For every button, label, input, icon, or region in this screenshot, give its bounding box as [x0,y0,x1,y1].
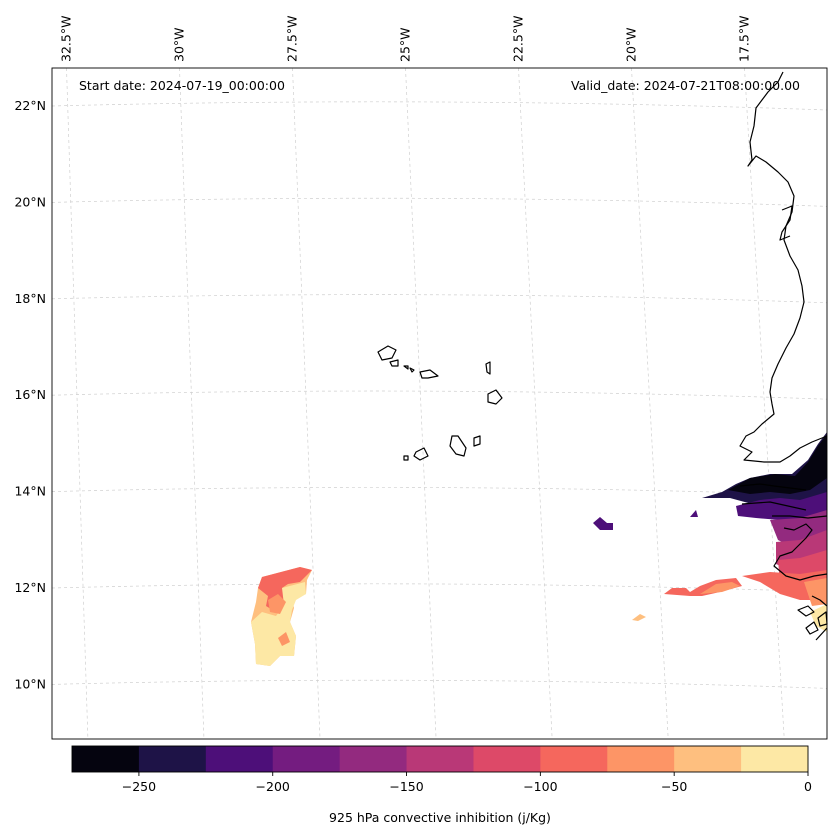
colorbar-swatch [473,746,541,772]
colorbar-swatch [540,746,608,772]
island-boa-vista [487,389,503,405]
longitude-tick-label: 30°W [172,27,187,62]
coastlines [377,71,828,641]
colorbar-outline [71,745,809,773]
colorbar-ticks: −250 −200 −150 −100 −50 0 [122,772,812,794]
guinea-bissau-coast [773,523,828,581]
colorbar-tick-label: 0 [804,779,812,794]
cin-band-south-light [700,582,740,594]
cin-spot-small [690,510,698,517]
cin-west-patch-inner [268,594,286,614]
map-panel [51,67,828,740]
colorbar-swatch [272,746,341,772]
colorbar-tick-label: −150 [389,779,423,794]
island-fogo [413,447,429,461]
colorbar-tick-label: −250 [122,779,156,794]
cin-band-south [664,578,742,596]
island-sal [485,361,491,375]
island-sao-vicente [389,359,399,367]
longitude-tick-label: 32.5°W [59,16,74,62]
longitude-tick-label: 17.5°W [737,16,752,62]
latitude-tick-label: 14°N [14,484,46,499]
colorbar-swatch [741,746,809,772]
senegal-gambia-border [739,483,807,491]
latitude-tick-label: 12°N [14,580,46,595]
cin-west-patch-light [251,582,306,666]
cin-east-dark [702,432,827,514]
cin-east-coral [804,578,827,606]
longitude-tick-label: 20°W [624,27,639,62]
colorbar-swatch [406,746,474,772]
gambia-border [741,501,807,511]
meridian-gridline [179,67,205,740]
colorbar-swatch [607,746,675,772]
cin-field [251,432,827,666]
cin-east-orange [742,570,827,600]
colorbar-swatch [205,746,274,772]
parallel-gridline [51,679,828,689]
meridian-gridline [744,67,785,740]
gridlines [51,67,828,740]
latitude-tick-labels: 22°N 20°N 18°N 16°N 14°N 12°N 10°N [14,98,46,691]
colorbar-tick-label: −50 [661,779,687,794]
colorbar-tick-label: −200 [256,779,290,794]
longitude-tick-label: 22.5°W [511,16,526,62]
colorbar-swatch [339,746,408,772]
cap-vert-peninsula [779,205,793,241]
cin-east-black [728,434,827,494]
latitude-tick-label: 22°N [14,98,46,113]
colorbar: −250 −200 −150 −100 −50 0 925 hPa convective … [71,745,812,825]
gambia-river-border [772,515,828,519]
parallel-gridline [51,197,828,207]
colorbar-swatch [674,746,742,772]
island-santo-antao [377,345,397,361]
parallel-gridline [51,390,828,400]
latitude-tick-label: 20°N [14,194,46,209]
island-santa-luzia [403,365,415,373]
parallel-gridline [51,101,828,111]
colorbar-swatch [138,746,207,772]
longitude-tick-labels: 32.5°W 30°W 27.5°W 25°W 22.5°W 20°W 17.5°W [59,16,752,62]
west-africa-coastline [739,71,828,463]
latitude-tick-label: 18°N [14,291,46,306]
meridian-gridline [518,67,553,740]
cin-spot-south [632,614,646,621]
cin-west-patch-tail [278,632,290,646]
longitude-tick-label: 25°W [398,27,413,62]
start-date-label: Start date: 2024-07-19_00:00:00 [79,78,285,93]
colorbar-swatches [72,746,809,772]
island-santiago [449,435,467,457]
island-maio [473,435,481,447]
meridian-gridline [292,67,321,740]
map-background [52,68,827,739]
parallel-gridline [51,583,828,593]
map-frame [51,67,828,740]
latitude-tick-label: 10°N [14,676,46,691]
island-brava [403,455,409,461]
cin-spot-north [593,517,613,530]
colorbar-swatch [72,746,140,772]
island-sao-nicolau [419,369,439,379]
colorbar-tick-label: −100 [523,779,557,794]
latitude-tick-label: 16°N [14,387,46,402]
parallel-gridline [51,487,828,496]
guinea-coast [811,595,828,641]
meridian-gridline [631,67,669,740]
valid-date-label: Valid_date: 2024-07-21T08:00:00.00 [571,78,800,93]
parallel-gridline [51,294,828,304]
colorbar-label: 925 hPa convective inhibition (j/Kg) [329,810,551,825]
meridian-gridline [405,67,437,740]
longitude-tick-label: 27.5°W [285,16,300,62]
meridian-gridline [66,67,89,740]
